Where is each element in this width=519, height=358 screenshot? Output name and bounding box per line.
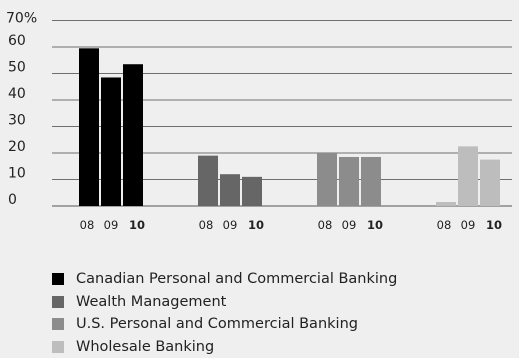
x-tick-label: 09: [342, 218, 357, 232]
legend-label: Canadian Personal and Commercial Banking: [76, 271, 397, 287]
bar: [361, 157, 381, 206]
y-tick-label: 20: [8, 139, 26, 155]
x-tick-label: 09: [461, 218, 476, 232]
x-tick-label: 08: [318, 218, 333, 232]
x-tick-label: 10: [248, 218, 264, 232]
y-tick-label: 40: [8, 86, 26, 102]
bar: [242, 177, 262, 206]
y-tick-label: 10: [8, 166, 26, 182]
bar: [458, 146, 478, 206]
x-tick-label: 10: [486, 218, 502, 232]
x-tick-label: 08: [199, 218, 214, 232]
legend-swatch: [52, 318, 64, 330]
legend-label: U.S. Personal and Commercial Banking: [76, 316, 358, 332]
bar: [317, 153, 337, 206]
y-tick-label: 50: [8, 60, 26, 76]
bar: [220, 174, 240, 206]
legend-label: Wholesale Banking: [76, 339, 214, 355]
legend-swatch: [52, 273, 64, 285]
bar: [79, 48, 99, 206]
bar: [339, 157, 359, 206]
x-tick-label: 10: [367, 218, 383, 232]
chart-plot: 0 10 20 30 40 50 60 70% 08 09 10 08 09 10 08 09 10 08 09 10: [0, 0, 519, 260]
legend-swatch: [52, 296, 64, 308]
legend-item: Wealth Management: [52, 291, 397, 314]
bar: [101, 77, 121, 206]
bar: [123, 64, 143, 206]
legend-item: Canadian Personal and Commercial Banking: [52, 268, 397, 291]
legend-label: Wealth Management: [76, 294, 226, 310]
legend-swatch: [52, 341, 64, 353]
bar: [436, 202, 456, 206]
bar: [480, 160, 500, 206]
y-axis-unit-label: 70%: [6, 11, 37, 27]
x-tick-label: 10: [129, 218, 145, 232]
y-tick-label: 0: [8, 192, 17, 208]
x-tick-label: 09: [104, 218, 119, 232]
x-tick-label: 08: [437, 218, 452, 232]
y-tick-label: 60: [8, 33, 26, 49]
legend-item: U.S. Personal and Commercial Banking: [52, 313, 397, 336]
y-tick-label: 30: [8, 113, 26, 129]
bar: [198, 156, 218, 206]
x-tick-label: 08: [80, 218, 95, 232]
legend-item: Wholesale Banking: [52, 336, 397, 358]
legend: Canadian Personal and Commercial Banking…: [52, 268, 397, 358]
x-tick-label: 09: [223, 218, 238, 232]
